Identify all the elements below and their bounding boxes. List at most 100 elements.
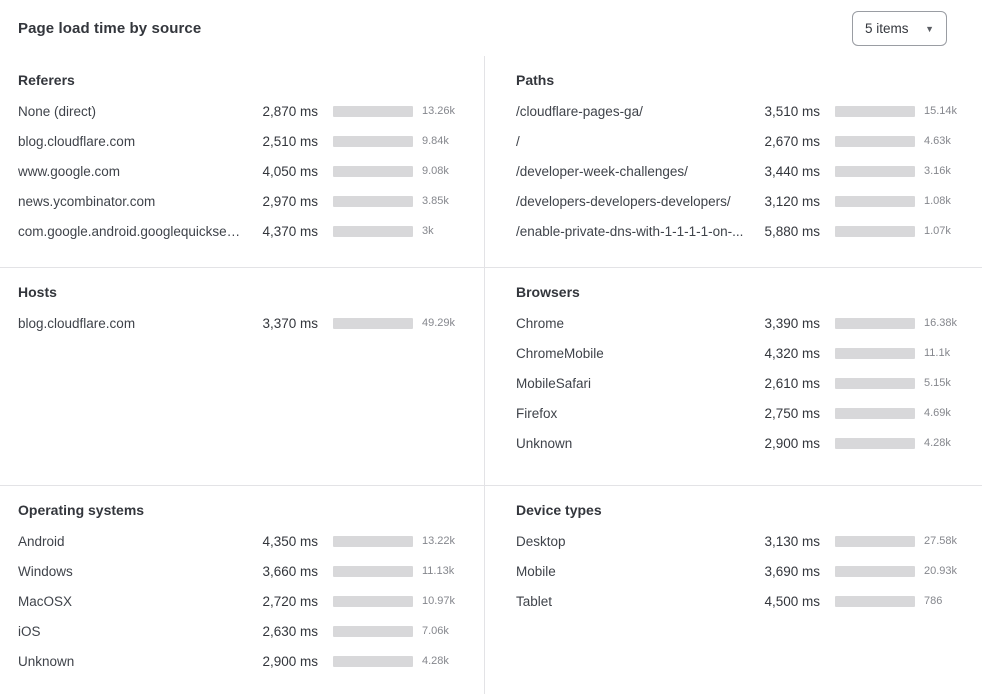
row-label: com.google.android.googlequicksearc... (18, 223, 248, 239)
items-dropdown-label: 5 items (865, 20, 909, 36)
stat-row[interactable]: Firefox 2,750 ms 4.69k (516, 398, 970, 428)
row-label: None (direct) (18, 103, 97, 119)
row-label: Mobile (516, 563, 556, 579)
panel: Device types Desktop 3,130 ms 27.58k Mob… (485, 486, 982, 694)
bar-track (835, 565, 915, 577)
stat-row[interactable]: www.google.com 4,050 ms 9.08k (18, 156, 468, 186)
row-label: /cloudflare-pages-ga/ (516, 103, 643, 119)
stat-row[interactable]: news.ycombinator.com 2,970 ms 3.85k (18, 186, 468, 216)
stat-row[interactable]: Unknown 2,900 ms 4.28k (516, 428, 970, 458)
bar-track (333, 317, 413, 329)
row-label: Unknown (18, 653, 75, 669)
stat-row[interactable]: blog.cloudflare.com 3,370 ms 49.29k (18, 308, 468, 338)
row-label: blog.cloudflare.com (18, 315, 136, 331)
bar-track (835, 407, 915, 419)
chevron-down-icon: ▼ (925, 23, 934, 34)
row-count: 1.08k (924, 195, 951, 207)
stat-row[interactable]: Chrome 3,390 ms 16.38k (516, 308, 970, 338)
row-value: 2,630 ms (262, 623, 318, 639)
bar-track (333, 655, 413, 667)
stat-row[interactable]: MobileSafari 2,610 ms 5.15k (516, 368, 970, 398)
panel-title: Operating systems (18, 502, 145, 518)
row-count: 4.28k (422, 655, 449, 667)
row-label: iOS (18, 623, 41, 639)
row-label: MacOSX (18, 593, 73, 609)
row-count: 1.07k (924, 225, 951, 237)
row-value: 2,900 ms (764, 435, 820, 451)
bar-track (333, 535, 413, 547)
bar-track (835, 135, 915, 147)
row-label: Tablet (516, 593, 553, 609)
row-label: www.google.com (18, 163, 121, 179)
row-count: 20.93k (924, 565, 958, 577)
stat-row[interactable]: Tablet 4,500 ms 786 (516, 586, 970, 616)
stat-row[interactable]: MacOSX 2,720 ms 10.97k (18, 586, 468, 616)
panels-grid: Referers None (direct) 2,870 ms 13.26k b… (0, 56, 982, 694)
stat-row[interactable]: Mobile 3,690 ms 20.93k (516, 556, 970, 586)
bar-track (333, 595, 413, 607)
row-count: 49.29k (422, 317, 456, 329)
row-value: 4,320 ms (764, 345, 820, 361)
row-count: 4.69k (924, 407, 951, 419)
row-label: /enable-private-dns-with-1-1-1-1-on-... (516, 223, 744, 239)
row-label: news.ycombinator.com (18, 193, 156, 209)
row-count: 5.15k (924, 377, 951, 389)
bar-track (333, 625, 413, 637)
row-count: 4.28k (924, 437, 951, 449)
panel: Browsers Chrome 3,390 ms 16.38k ChromeMo… (485, 268, 982, 486)
stat-row[interactable]: Windows 3,660 ms 11.13k (18, 556, 468, 586)
stat-row[interactable]: / 2,670 ms 4.63k (516, 126, 970, 156)
stat-row[interactable]: Unknown 2,900 ms 4.28k (18, 646, 468, 676)
panel: Referers None (direct) 2,870 ms 13.26k b… (0, 56, 485, 268)
row-label: Unknown (516, 435, 573, 451)
stat-row[interactable]: /enable-private-dns-with-1-1-1-1-on-... … (516, 216, 970, 246)
bar-track (835, 195, 915, 207)
row-value: 5,880 ms (764, 223, 820, 239)
panel-rows: Android 4,350 ms 13.22k Windows 3,660 ms… (18, 526, 468, 676)
stat-row[interactable]: /developers-developers-developers/ 3,120… (516, 186, 970, 216)
row-count: 13.22k (422, 535, 456, 547)
panel-rows: /cloudflare-pages-ga/ 3,510 ms 15.14k / … (516, 96, 970, 246)
items-dropdown[interactable]: 5 items ▼ (852, 10, 947, 46)
stat-row[interactable]: blog.cloudflare.com 2,510 ms 9.84k (18, 126, 468, 156)
page-title: Page load time by source (18, 19, 202, 37)
row-value: 2,670 ms (764, 133, 820, 149)
row-value: 3,690 ms (764, 563, 820, 579)
row-value: 3,660 ms (262, 563, 318, 579)
row-count: 3.85k (422, 195, 449, 207)
row-label: /developers-developers-developers/ (516, 193, 731, 209)
row-label: blog.cloudflare.com (18, 133, 136, 149)
panel: Paths /cloudflare-pages-ga/ 3,510 ms 15.… (485, 56, 982, 268)
panel-title: Hosts (18, 284, 57, 300)
row-count: 27.58k (924, 535, 958, 547)
bar-track (333, 135, 413, 147)
row-value: 4,050 ms (262, 163, 318, 179)
row-label: Android (18, 533, 65, 549)
stat-row[interactable]: /cloudflare-pages-ga/ 3,510 ms 15.14k (516, 96, 970, 126)
row-label: /developer-week-challenges/ (516, 163, 688, 179)
stat-row[interactable]: /developer-week-challenges/ 3,440 ms 3.1… (516, 156, 970, 186)
panel: Operating systems Android 4,350 ms 13.22… (0, 486, 485, 694)
bar-track (835, 437, 915, 449)
stat-row[interactable]: iOS 2,630 ms 7.06k (18, 616, 468, 646)
row-value: 4,370 ms (262, 223, 318, 239)
row-label: Firefox (516, 405, 558, 421)
row-value: 3,370 ms (262, 315, 318, 331)
stat-row[interactable]: None (direct) 2,870 ms 13.26k (18, 96, 468, 126)
bar-track (835, 535, 915, 547)
row-value: 3,130 ms (764, 533, 820, 549)
stat-row[interactable]: Desktop 3,130 ms 27.58k (516, 526, 970, 556)
row-value: 3,120 ms (764, 193, 820, 209)
row-value: 2,610 ms (764, 375, 820, 391)
bar-track (835, 347, 915, 359)
stat-row[interactable]: ChromeMobile 4,320 ms 11.1k (516, 338, 970, 368)
stat-row[interactable]: Android 4,350 ms 13.22k (18, 526, 468, 556)
bar-track (333, 565, 413, 577)
stat-row[interactable]: com.google.android.googlequicksearc... 4… (18, 216, 468, 246)
row-count: 9.08k (422, 165, 449, 177)
panel-title: Paths (516, 72, 555, 88)
bar-track (333, 165, 413, 177)
panel-rows: blog.cloudflare.com 3,370 ms 49.29k (18, 308, 468, 338)
row-count: 3.16k (924, 165, 951, 177)
